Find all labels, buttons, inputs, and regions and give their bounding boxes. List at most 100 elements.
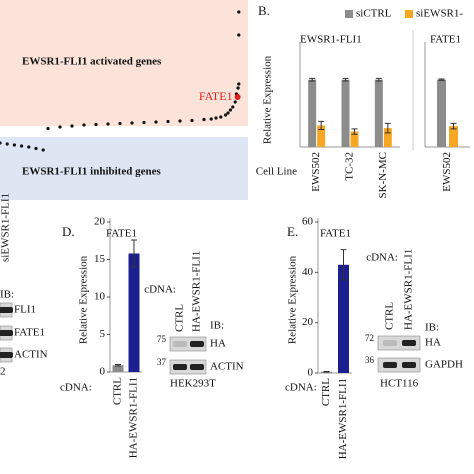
x-tick-label: CTRL [320,378,332,406]
cell-line: HEK293T [170,378,216,390]
point [237,33,241,37]
error-bar [342,77,349,82]
point [214,116,218,120]
size-marker: 72 [365,333,374,343]
blot-strip [377,357,421,373]
size-marker: 36 [365,355,375,365]
point [190,118,194,123]
error-bar [340,249,347,281]
point [226,111,230,115]
chart-title: FATE1 [106,228,137,240]
blot-band [0,330,13,336]
size-marker: 75 [157,334,167,344]
blot-band [383,362,397,368]
error-bar [115,364,121,367]
point [233,100,237,104]
ib-label: IB: [425,322,439,334]
bar [338,264,349,373]
error-bar [438,78,445,81]
error-bar [450,122,457,130]
chart-title: EWSR1-FLI1 [300,34,362,46]
region [0,0,248,126]
y-tick-label: 5 [100,328,106,340]
blot-footer: 2 [0,366,6,378]
blot-band [190,364,204,370]
point [82,123,86,127]
y-tick-label: 40 [302,266,314,278]
bar [341,79,350,147]
bar [128,253,140,372]
highlight-point [234,94,241,100]
point [142,120,146,125]
y-tick-label: 20 [94,216,106,228]
row-label: FATE1 [14,327,45,339]
point [27,145,31,149]
bar [317,125,326,147]
panel-label: D. [62,224,75,239]
panel-label: B. [258,3,270,18]
bar [350,131,359,147]
row-label: ACTIN [210,361,244,373]
chart-title: FATE1 [320,228,351,240]
row-label: ACTIN [14,349,48,361]
point [5,142,9,146]
x-axis-label: cDNA: [285,382,317,394]
legend-swatch [405,10,413,18]
blot-band [190,341,204,347]
point [0,141,2,145]
x-tick-label: EWS502 [441,152,453,192]
x-tick-label: HA-EWSR1-FLI1 [128,377,140,458]
error-bar [309,77,316,82]
y-axis-label: Relative Expression [78,255,90,344]
bar [112,365,124,372]
highlight-label: FATE1 [199,89,233,103]
blot-header: cDNA: [366,252,398,264]
y-tick-label: 15 [94,253,106,265]
point [70,124,74,128]
blot-band [402,340,416,346]
row-label: HA [210,338,226,350]
legend-label: siCTRL [356,8,392,20]
region [0,137,248,200]
x-axis-label: cDNA: [60,382,92,394]
point [106,122,110,126]
size-marker: 37 [157,357,167,367]
point [231,105,235,109]
point [58,125,62,129]
blot-band [383,340,397,346]
error-bar [323,370,330,373]
ib-label: IB: [210,320,224,332]
point [46,126,50,131]
blot-strip [377,335,421,351]
blot-band [173,364,187,370]
x-tick-label: SK-N-MC [377,152,389,198]
point [118,121,122,126]
point [178,119,182,123]
point [224,113,228,117]
chart-title: FATE1 [430,34,461,46]
ib-label: IB: [0,289,14,301]
x-tick-label: TC-32 [344,152,356,181]
y-tick-label: 0 [100,366,106,378]
point [12,143,16,147]
error-bar [131,239,137,268]
x-tick-label: CTRL [112,377,124,405]
y-axis-label: Relative Expression [262,55,274,144]
y-tick-label: 20 [302,316,314,328]
bar [437,79,446,147]
blot-band [0,352,13,358]
point [166,119,170,124]
x-axis-label: Cell Line [256,166,297,178]
blot-strip [169,336,207,352]
lane-label: CTRL [174,304,186,332]
x-tick-label: HA-EWSR1-FLI1 [337,378,349,459]
y-tick-label: 0 [308,367,314,379]
point [94,122,98,127]
point [202,117,206,122]
lane-label: siEWSR1-FLI1 [0,193,12,262]
blot-strip [169,359,207,375]
point [236,86,240,90]
lane-label: HA-EWSR1-FLI1 [403,249,415,330]
blot-band [0,307,13,313]
